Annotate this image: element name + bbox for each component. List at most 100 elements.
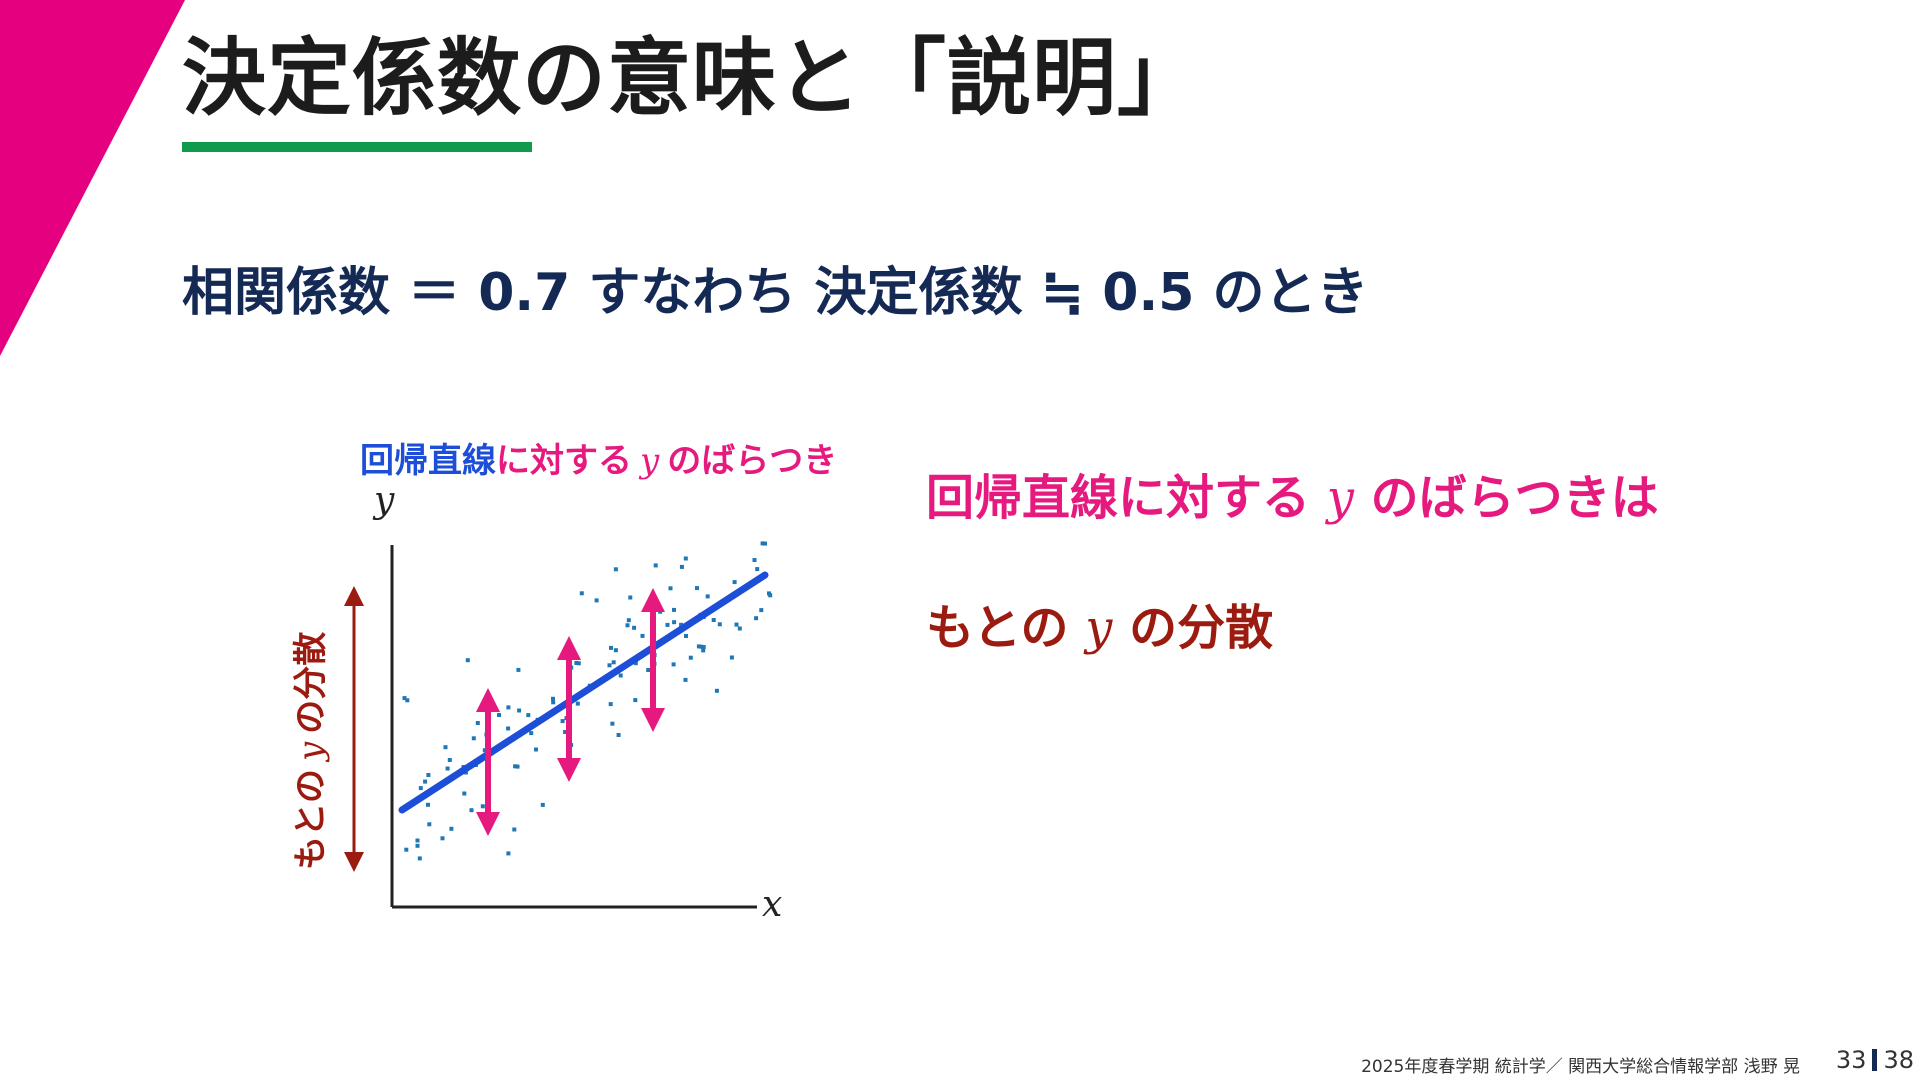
- scatter-point: [470, 808, 474, 812]
- scatter-point: [684, 557, 688, 561]
- scatter-point: [612, 660, 616, 664]
- scatter-point: [506, 727, 510, 731]
- scatter-point: [718, 622, 722, 626]
- scatter-point: [619, 674, 623, 678]
- scatter-point: [576, 702, 580, 706]
- explanation-2-pre: もとの: [926, 600, 1069, 656]
- caption-y-var: y: [638, 441, 660, 481]
- scatter-point: [684, 634, 688, 638]
- scatter-point: [551, 697, 555, 701]
- scatter-point: [561, 719, 565, 723]
- scatter-point: [641, 634, 645, 638]
- scatter-point: [632, 626, 636, 630]
- scatter-point: [472, 736, 476, 740]
- scatter-point: [680, 565, 684, 569]
- scatter-point: [614, 648, 618, 652]
- scatter-point: [702, 645, 706, 649]
- scatter-point: [614, 567, 618, 571]
- page-total: 38: [1883, 1046, 1914, 1074]
- page-current: 33: [1836, 1046, 1867, 1074]
- slide-title: 決定係数の意味と「説明」: [182, 28, 1202, 129]
- scatter-point: [526, 713, 530, 717]
- side-label-variance: の分散: [291, 632, 331, 734]
- scatter-point: [449, 827, 453, 831]
- scatter-point: [669, 586, 673, 590]
- explanation-1-var: y: [1327, 470, 1354, 526]
- residual-arrow-3: [641, 588, 665, 732]
- scatter-point: [529, 731, 533, 735]
- scatter-point: [617, 733, 621, 737]
- scatter-point: [481, 804, 485, 808]
- scatter-point: [419, 786, 423, 790]
- scatter-point: [418, 856, 422, 860]
- scatter-point: [626, 623, 630, 627]
- scatter-point: [763, 542, 767, 546]
- scatter-point: [444, 745, 448, 749]
- scatter-point: [404, 848, 408, 852]
- scatter-point: [441, 836, 445, 840]
- scatter-point: [506, 851, 510, 855]
- scatter-point: [628, 596, 632, 600]
- scatter-point: [759, 608, 763, 612]
- scatter-point: [426, 773, 430, 777]
- scatter-point: [754, 616, 758, 620]
- scatter-point: [672, 620, 676, 624]
- side-label-original: もとの: [291, 769, 331, 870]
- footer-course-info: 2025年度春学期 統計学／ 関西大学総合情報学部 浅野 晃: [1361, 1052, 1800, 1077]
- scatter-point: [517, 709, 521, 713]
- scatter-point: [610, 722, 614, 726]
- scatter-point: [608, 663, 612, 667]
- page-indicator: 33 38: [1836, 1046, 1914, 1074]
- scatter-point: [684, 678, 688, 682]
- scatter-point: [609, 702, 613, 706]
- scatter-point: [497, 713, 501, 717]
- scatter-point: [666, 623, 670, 627]
- scatter-point: [506, 705, 510, 709]
- scatter-point: [738, 627, 742, 631]
- scatter-point: [512, 828, 516, 832]
- scatter-point: [476, 721, 480, 725]
- scatter-point: [730, 656, 734, 660]
- scatter-point: [633, 698, 637, 702]
- regression-line: [402, 575, 765, 810]
- headline: 相関係数 ＝ 0.7 すなわち 決定係数 ≒ 0.5 のとき: [182, 262, 1369, 324]
- accent-triangle: [0, 0, 190, 360]
- scatter-point: [534, 748, 538, 752]
- scatter-point: [416, 844, 420, 848]
- scatter-point: [416, 839, 420, 843]
- explanation-1-post: のばらつきは: [1371, 470, 1659, 526]
- scatter-point: [672, 662, 676, 666]
- scatter-point: [706, 594, 710, 598]
- explanation-2-var: y: [1085, 600, 1112, 656]
- scatter-point: [448, 758, 452, 762]
- scatter-point: [753, 558, 757, 562]
- scatter-point: [446, 767, 450, 771]
- scatter-point: [715, 689, 719, 693]
- x-axis-label: x: [762, 884, 782, 925]
- original-variance-arrow: [344, 586, 364, 872]
- scatter-point: [423, 780, 427, 784]
- explanation-1-pre: 回帰直線に対する: [926, 470, 1310, 526]
- title-underline: [182, 142, 532, 152]
- y-axis-label: y: [372, 480, 395, 521]
- scatter-point: [672, 608, 676, 612]
- scatter-point: [551, 700, 555, 704]
- scatter-point: [627, 618, 631, 622]
- scatter-point: [577, 661, 581, 665]
- page-separator: [1872, 1049, 1877, 1071]
- scatter-point: [695, 586, 699, 590]
- caption-regression-line: 回帰直線: [360, 441, 496, 481]
- scatter-point: [516, 668, 520, 672]
- scatter-point: [580, 591, 584, 595]
- explanation-line-1: 回帰直線に対する y のばらつきは: [926, 470, 1659, 528]
- scatter-point: [755, 567, 759, 571]
- caption-spread: のばらつき: [667, 441, 837, 481]
- scatter-point: [712, 618, 716, 622]
- scatter-points: [403, 541, 773, 860]
- scatter-point: [689, 656, 693, 660]
- scatter-point: [768, 593, 772, 597]
- regression-figure: 回帰直線に対する y のばらつき y x もとの y の分散: [270, 430, 870, 930]
- scatter-point: [427, 822, 431, 826]
- side-label-y-var: y: [291, 741, 331, 763]
